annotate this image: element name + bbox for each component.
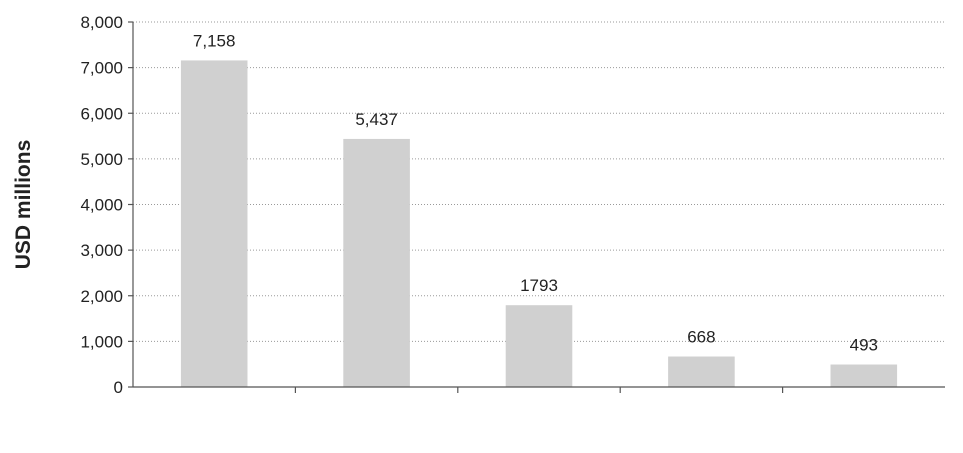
- category-labels: [294, 387, 784, 393]
- data-label: 668: [687, 328, 715, 347]
- y-axis-title: USD millions: [12, 140, 35, 270]
- y-tick-label: 2,000: [80, 287, 123, 306]
- y-axis-ticks: 0 1,000 2,000 3,000 4,000 5,000 6,000 7,000 8,00…: [80, 13, 133, 397]
- y-tick-label: 0: [114, 378, 123, 397]
- bar: [668, 356, 735, 387]
- data-labels: 7,158 5,437 1793 668 493: [193, 31, 878, 354]
- data-label: 1793: [520, 276, 558, 295]
- data-label: 7,158: [193, 31, 236, 50]
- y-tick-label: 4,000: [80, 196, 123, 215]
- gridlines: [133, 21, 945, 342]
- y-tick-label: 7,000: [80, 59, 123, 78]
- bars: [180, 60, 898, 387]
- y-tick-label: 8,000: [80, 13, 123, 32]
- y-tick-label: 1,000: [80, 332, 123, 351]
- data-label: 493: [850, 336, 878, 355]
- y-tick-label: 3,000: [80, 241, 123, 260]
- bar: [505, 305, 573, 387]
- y-tick-label: 6,000: [80, 104, 123, 123]
- bar: [830, 364, 898, 387]
- data-label: 5,437: [355, 110, 398, 129]
- bar: [343, 138, 410, 387]
- bar: [180, 60, 248, 387]
- y-tick-label: 5,000: [80, 150, 123, 169]
